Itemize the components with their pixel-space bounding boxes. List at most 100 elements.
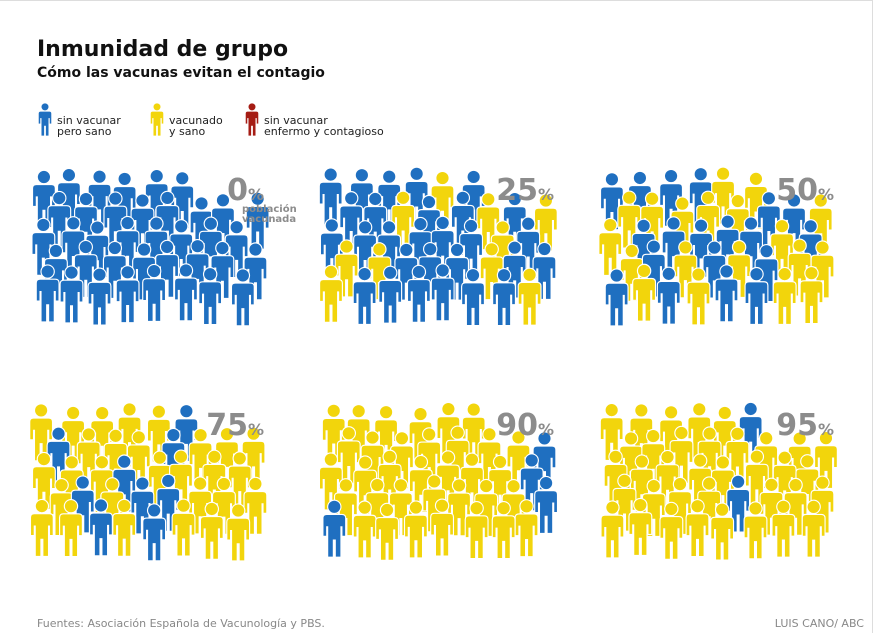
person-head	[538, 475, 554, 491]
person	[198, 267, 223, 326]
person-head	[714, 502, 730, 517]
person	[686, 267, 711, 326]
person-head	[537, 241, 552, 257]
person	[801, 499, 826, 558]
person-head	[232, 451, 247, 466]
person-head	[463, 218, 479, 234]
person-body	[150, 110, 164, 137]
person-head	[719, 264, 734, 279]
person-head	[434, 498, 450, 513]
person	[659, 501, 684, 560]
person-body	[801, 513, 826, 558]
person-head	[633, 497, 648, 513]
person-head	[715, 166, 731, 181]
person-head	[372, 242, 387, 257]
legend-label: y sano	[169, 125, 205, 138]
person-head	[339, 239, 354, 254]
person-head	[341, 426, 357, 441]
person-head	[464, 452, 480, 467]
person-head	[190, 238, 205, 254]
person-head	[759, 243, 774, 259]
percent-suffix: %	[248, 185, 264, 204]
person-head	[519, 499, 534, 514]
person-head	[323, 452, 339, 467]
person-body	[406, 278, 431, 323]
person-head	[538, 193, 554, 208]
person-head	[511, 430, 526, 445]
person-head	[537, 431, 552, 446]
annotation: población	[242, 203, 297, 215]
person	[59, 498, 83, 558]
person	[491, 500, 516, 560]
person-head	[636, 218, 651, 234]
person	[352, 500, 377, 559]
person-head	[78, 191, 94, 207]
person	[319, 264, 343, 323]
person-head	[815, 475, 830, 490]
person-head	[666, 216, 681, 231]
legend-label: sin vacunar	[57, 114, 121, 127]
person-head	[117, 454, 132, 469]
person-head	[408, 500, 424, 515]
person-head	[664, 501, 679, 517]
person	[173, 263, 198, 322]
person-head	[370, 477, 385, 493]
person-head	[717, 405, 733, 421]
person	[115, 265, 140, 324]
person-head	[34, 498, 50, 514]
person-head	[792, 431, 807, 446]
person-head	[481, 192, 496, 207]
person	[656, 266, 681, 325]
person-head	[250, 191, 265, 207]
person-head	[204, 501, 220, 517]
person-head	[175, 171, 190, 186]
person-head	[524, 453, 539, 468]
source: Fuentes: Asociación Española de Vacunolo…	[37, 617, 325, 630]
person-body	[245, 110, 259, 137]
person	[744, 266, 769, 326]
person-head	[646, 428, 661, 444]
percent-suffix: %	[818, 420, 834, 439]
person-body	[685, 513, 710, 558]
person-head	[108, 191, 123, 206]
person-head	[451, 478, 467, 493]
percent-label: 90%	[496, 408, 554, 443]
person	[599, 402, 624, 462]
person-body	[628, 512, 653, 556]
person-head	[248, 476, 263, 492]
person-head	[604, 402, 619, 418]
person-head	[122, 402, 137, 417]
person-head	[149, 168, 164, 184]
person	[226, 503, 251, 562]
person	[492, 267, 517, 327]
person-head	[634, 403, 649, 418]
person-head	[343, 191, 359, 206]
person-head	[692, 453, 708, 468]
person-head	[94, 405, 110, 421]
person	[59, 265, 84, 324]
person-head	[496, 500, 511, 516]
person-head	[632, 170, 648, 186]
person-head	[675, 196, 690, 211]
chart-title: Inmunidad de grupo	[37, 37, 288, 62]
person-head	[634, 454, 650, 469]
person-head	[413, 406, 428, 422]
person-body	[772, 281, 797, 326]
person-head	[507, 191, 522, 207]
percent-suffix: %	[818, 185, 834, 204]
chart-subtitle: Cómo las vacunas evitan el contagio	[37, 65, 325, 81]
person-head	[178, 263, 194, 278]
person-head	[774, 218, 790, 234]
person-body	[230, 282, 255, 327]
person-head	[36, 217, 51, 233]
person-head	[776, 499, 791, 515]
person-head	[94, 455, 110, 470]
person-head	[803, 219, 818, 234]
person-head	[749, 449, 765, 464]
percent-label: 75%	[206, 408, 264, 443]
person	[743, 501, 768, 560]
person-head	[622, 190, 637, 205]
person-head	[399, 242, 414, 258]
person-head	[701, 476, 717, 491]
